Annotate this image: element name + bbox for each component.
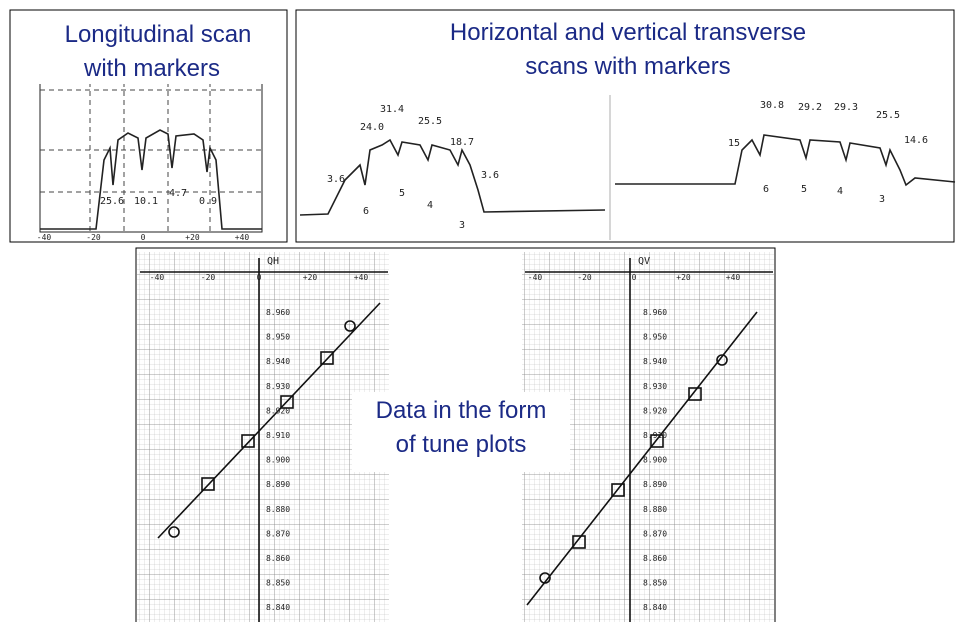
y-tick-label: 8.920 [266,406,290,415]
peak-label: 31.4 [380,104,404,115]
peak-label: 0.9 [199,196,217,207]
x-tick-label: +20 [676,273,691,282]
x-tick-label: 0 [632,273,637,282]
y-tick-label: 8.900 [266,456,290,465]
peak-label: 14.6 [904,135,928,146]
peak-label: 25.5 [418,116,442,127]
tune-plot-right [525,258,773,622]
y-tick-label: 8.860 [643,554,667,563]
peak-label: 30.8 [760,100,784,111]
y-tick-label: 8.900 [643,456,667,465]
peak-label: 25.6 [100,196,124,207]
y-tick-label: 8.890 [266,480,290,489]
peak-label: 15 [728,138,740,149]
axis-label: QV [638,256,650,267]
y-tick-label: 8.850 [643,579,667,588]
y-tick-label: 8.880 [266,505,290,514]
caption: Longitudinal scan [65,21,252,48]
caption-backdrop [352,392,570,472]
y-tick-label: 8.940 [643,357,667,366]
caption: of tune plots [396,431,527,458]
y-tick-label: 8.840 [266,603,290,612]
x-tick-label: +20 [185,233,200,242]
x-tick-label: -20 [577,273,592,282]
y-tick-label: 8.870 [266,529,290,538]
y-tick-label: 8.910 [643,431,667,440]
peak-label: 10.1 [134,196,158,207]
y-tick-label: 8.910 [266,431,290,440]
peak-label: 4.7 [169,188,187,199]
peak-label: 3.6 [481,170,499,181]
peak-label: 25.5 [876,110,900,121]
caption: with markers [83,55,220,82]
peak-label: 3.6 [327,174,345,185]
x-tick-label: -40 [150,273,165,282]
y-tick-label: 8.860 [266,554,290,563]
y-tick-label: 8.930 [643,382,667,391]
x-tick-label: 0 [141,233,146,242]
caption-backdrop [36,16,268,84]
marker-label: 4 [837,186,843,197]
marker-label: 3 [459,220,465,231]
x-tick-label: -20 [86,233,101,242]
x-tick-label: -40 [37,233,52,242]
y-tick-label: 8.940 [266,357,290,366]
transverse-scans [299,95,956,240]
caption: scans with markers [525,53,730,80]
x-tick-label: +40 [354,273,369,282]
marker-label: 6 [363,206,369,217]
y-tick-label: 8.890 [643,480,667,489]
caption: Horizontal and vertical transverse [450,19,806,46]
marker-label: 3 [879,194,885,205]
x-tick-label: 0 [257,273,262,282]
x-tick-label: +40 [235,233,250,242]
caption: Data in the form [376,397,547,424]
y-tick-label: 8.960 [266,308,290,317]
peak-label: 18.7 [450,137,474,148]
marker-label: 6 [763,184,769,195]
y-tick-label: 8.870 [643,529,667,538]
marker-label: 5 [399,188,405,199]
x-tick-label: -20 [201,273,216,282]
marker-label: 5 [801,184,807,195]
x-tick-label: -40 [528,273,543,282]
x-tick-label: +20 [303,273,318,282]
x-tick-label: +40 [726,273,741,282]
marker-label: 4 [427,200,433,211]
y-tick-label: 8.880 [643,505,667,514]
y-tick-label: 8.920 [643,406,667,415]
tune-plot-left [140,258,388,622]
y-tick-label: 8.960 [643,308,667,317]
axis-label: QH [267,256,279,267]
panel-frame [295,9,955,243]
peak-label: 24.0 [360,122,384,133]
peak-label: 29.3 [834,102,858,113]
y-tick-label: 8.930 [266,382,290,391]
peak-label: 29.2 [798,102,822,113]
graph-paper [137,252,389,622]
y-tick-label: 8.950 [643,333,667,342]
y-tick-label: 8.950 [266,333,290,342]
y-tick-label: 8.840 [643,603,667,612]
y-tick-label: 8.850 [266,579,290,588]
